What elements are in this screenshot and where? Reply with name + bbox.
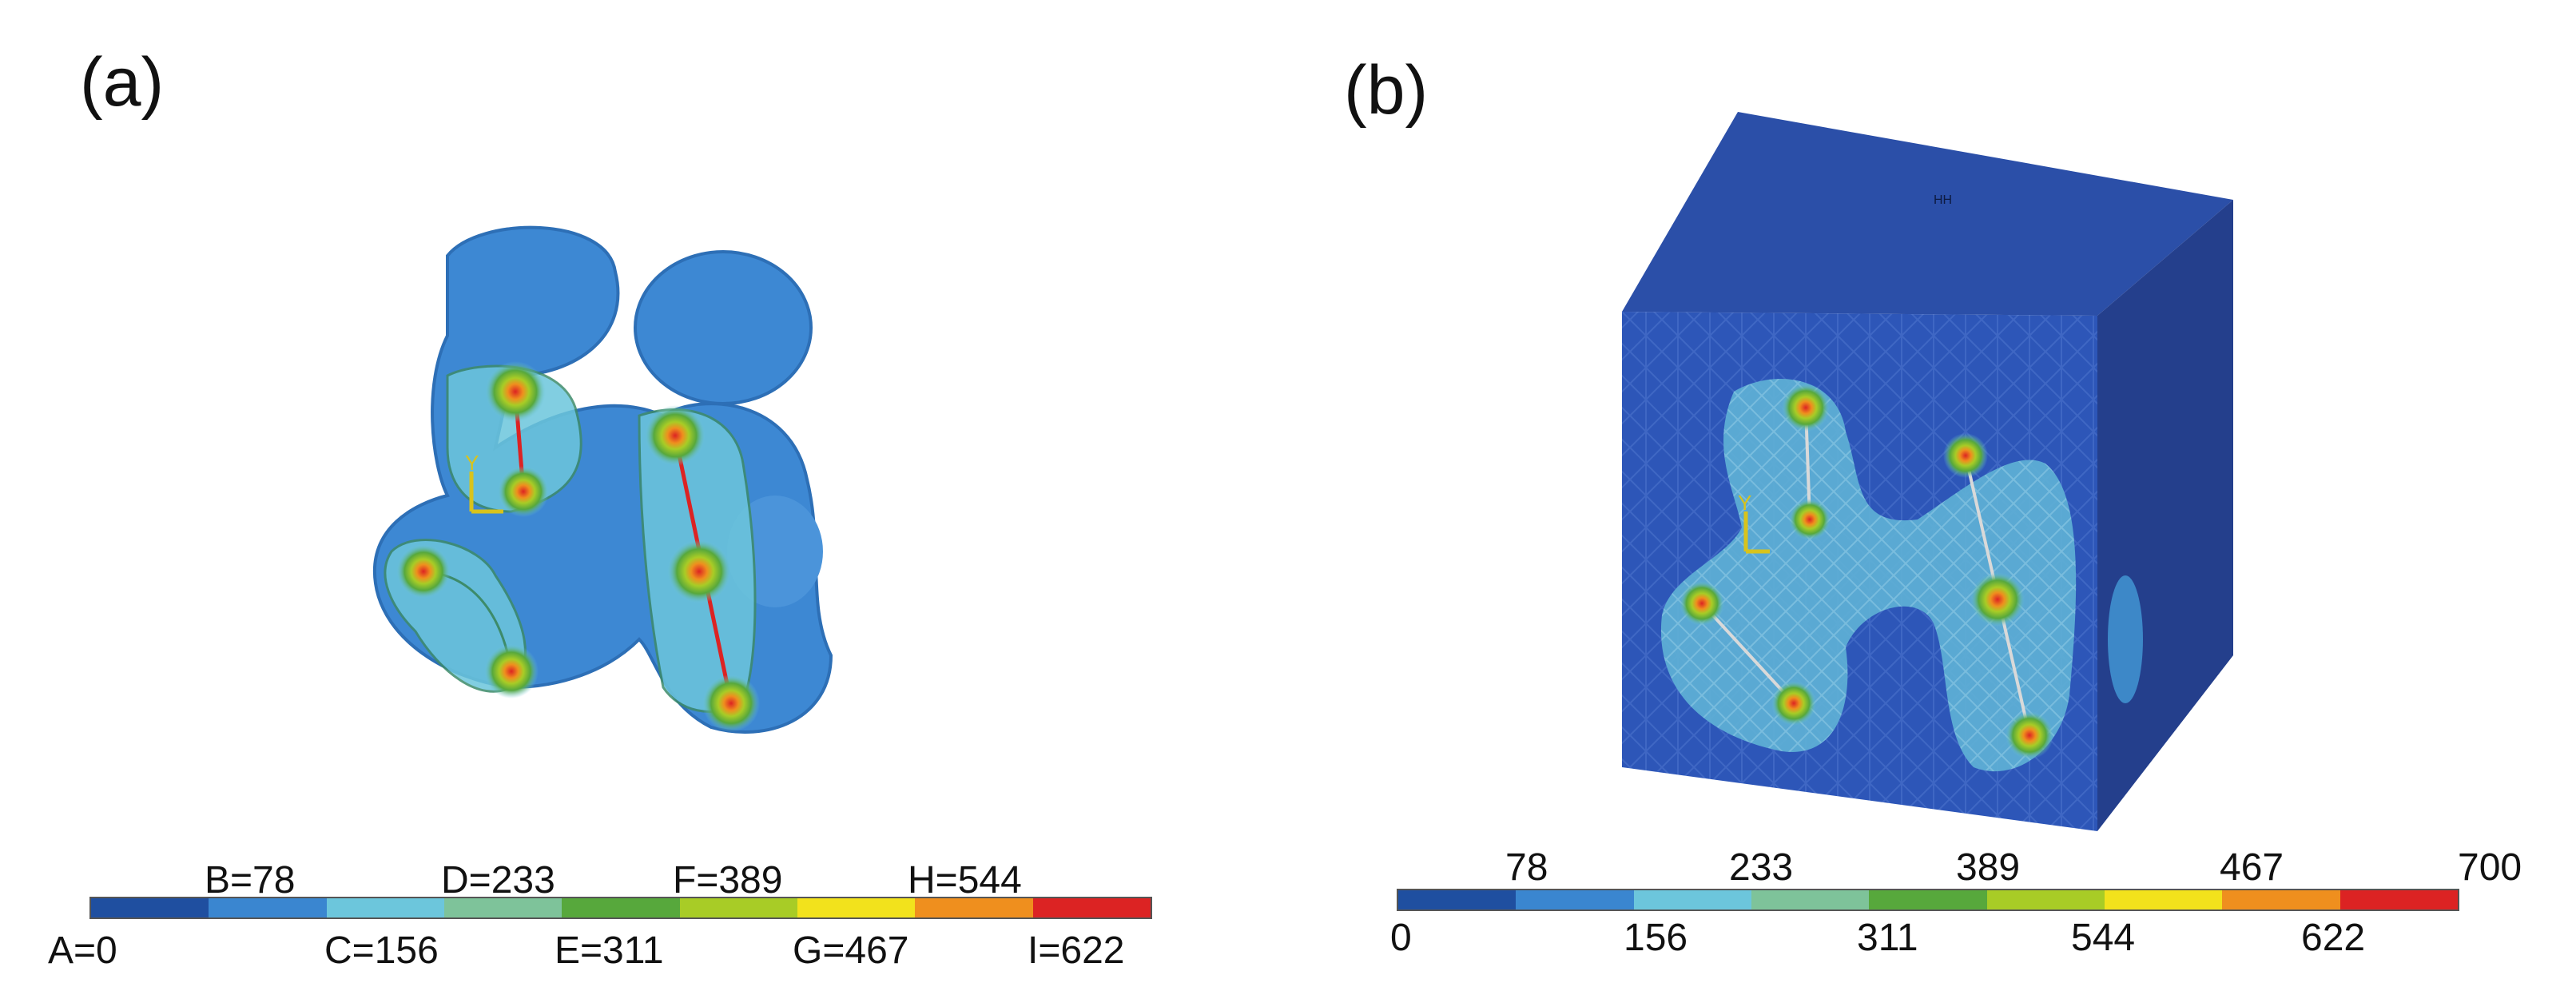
legend-swatch: [91, 898, 209, 917]
legend-swatch: [562, 898, 680, 917]
legend-swatch: [797, 898, 916, 917]
legend-swatch: [1869, 890, 1987, 909]
legend-b-label: 233: [1729, 846, 1794, 889]
block-model-b: HH: [1622, 112, 2233, 831]
legend-swatch: [1633, 890, 1751, 909]
axis-marker-a: Y: [465, 451, 479, 475]
legend-a-label: A=0: [48, 929, 117, 972]
legend-a-label: I=622: [1028, 929, 1125, 972]
axis-marker-b: Y: [1738, 491, 1752, 515]
legend-swatch: [209, 898, 327, 917]
legend-a-label: B=78: [205, 859, 296, 902]
legend-a-label: G=467: [793, 929, 909, 972]
legend-swatch: [1986, 890, 2105, 909]
svg-text:HH: HH: [1934, 193, 1952, 207]
legend-swatch: [679, 898, 797, 917]
legend-swatch: [2222, 890, 2340, 909]
legend-swatch: [1032, 898, 1151, 917]
legend-b-label: 700: [2458, 846, 2522, 889]
legend-a-label: D=233: [441, 859, 555, 902]
legend-swatch: [1516, 890, 1634, 909]
legend-swatch: [326, 898, 444, 917]
legend-a-label: E=311: [555, 929, 664, 972]
legend-a-label: C=156: [324, 929, 439, 972]
legend-swatch: [1751, 890, 1870, 909]
legend-swatch: [915, 898, 1033, 917]
legend-a-label: H=544: [908, 859, 1022, 902]
legend-bar-a: [89, 897, 1152, 919]
legend-a-label: F=389: [673, 859, 783, 902]
legend-b-label: 622: [2301, 917, 2366, 959]
legend-bar-b: [1397, 889, 2459, 911]
panel-b-label: (b): [1344, 52, 1429, 129]
legend-b-label: 311: [1857, 917, 1918, 959]
legend-b-label: 389: [1956, 846, 2021, 889]
panel-a-label: (a): [80, 44, 165, 121]
legend-swatch: [1398, 890, 1517, 909]
legend-swatch: [2104, 890, 2223, 909]
legend-swatch: [443, 898, 563, 917]
legend-b-label: 156: [1624, 917, 1688, 959]
legend-b-label: 78: [1505, 846, 1548, 889]
legend-b-label: 467: [2220, 846, 2284, 889]
bone-model-a: [372, 225, 833, 734]
legend-b-label: 544: [2071, 917, 2136, 959]
legend-swatch: [2339, 890, 2458, 909]
legend-b-label: 0: [1390, 917, 1412, 959]
